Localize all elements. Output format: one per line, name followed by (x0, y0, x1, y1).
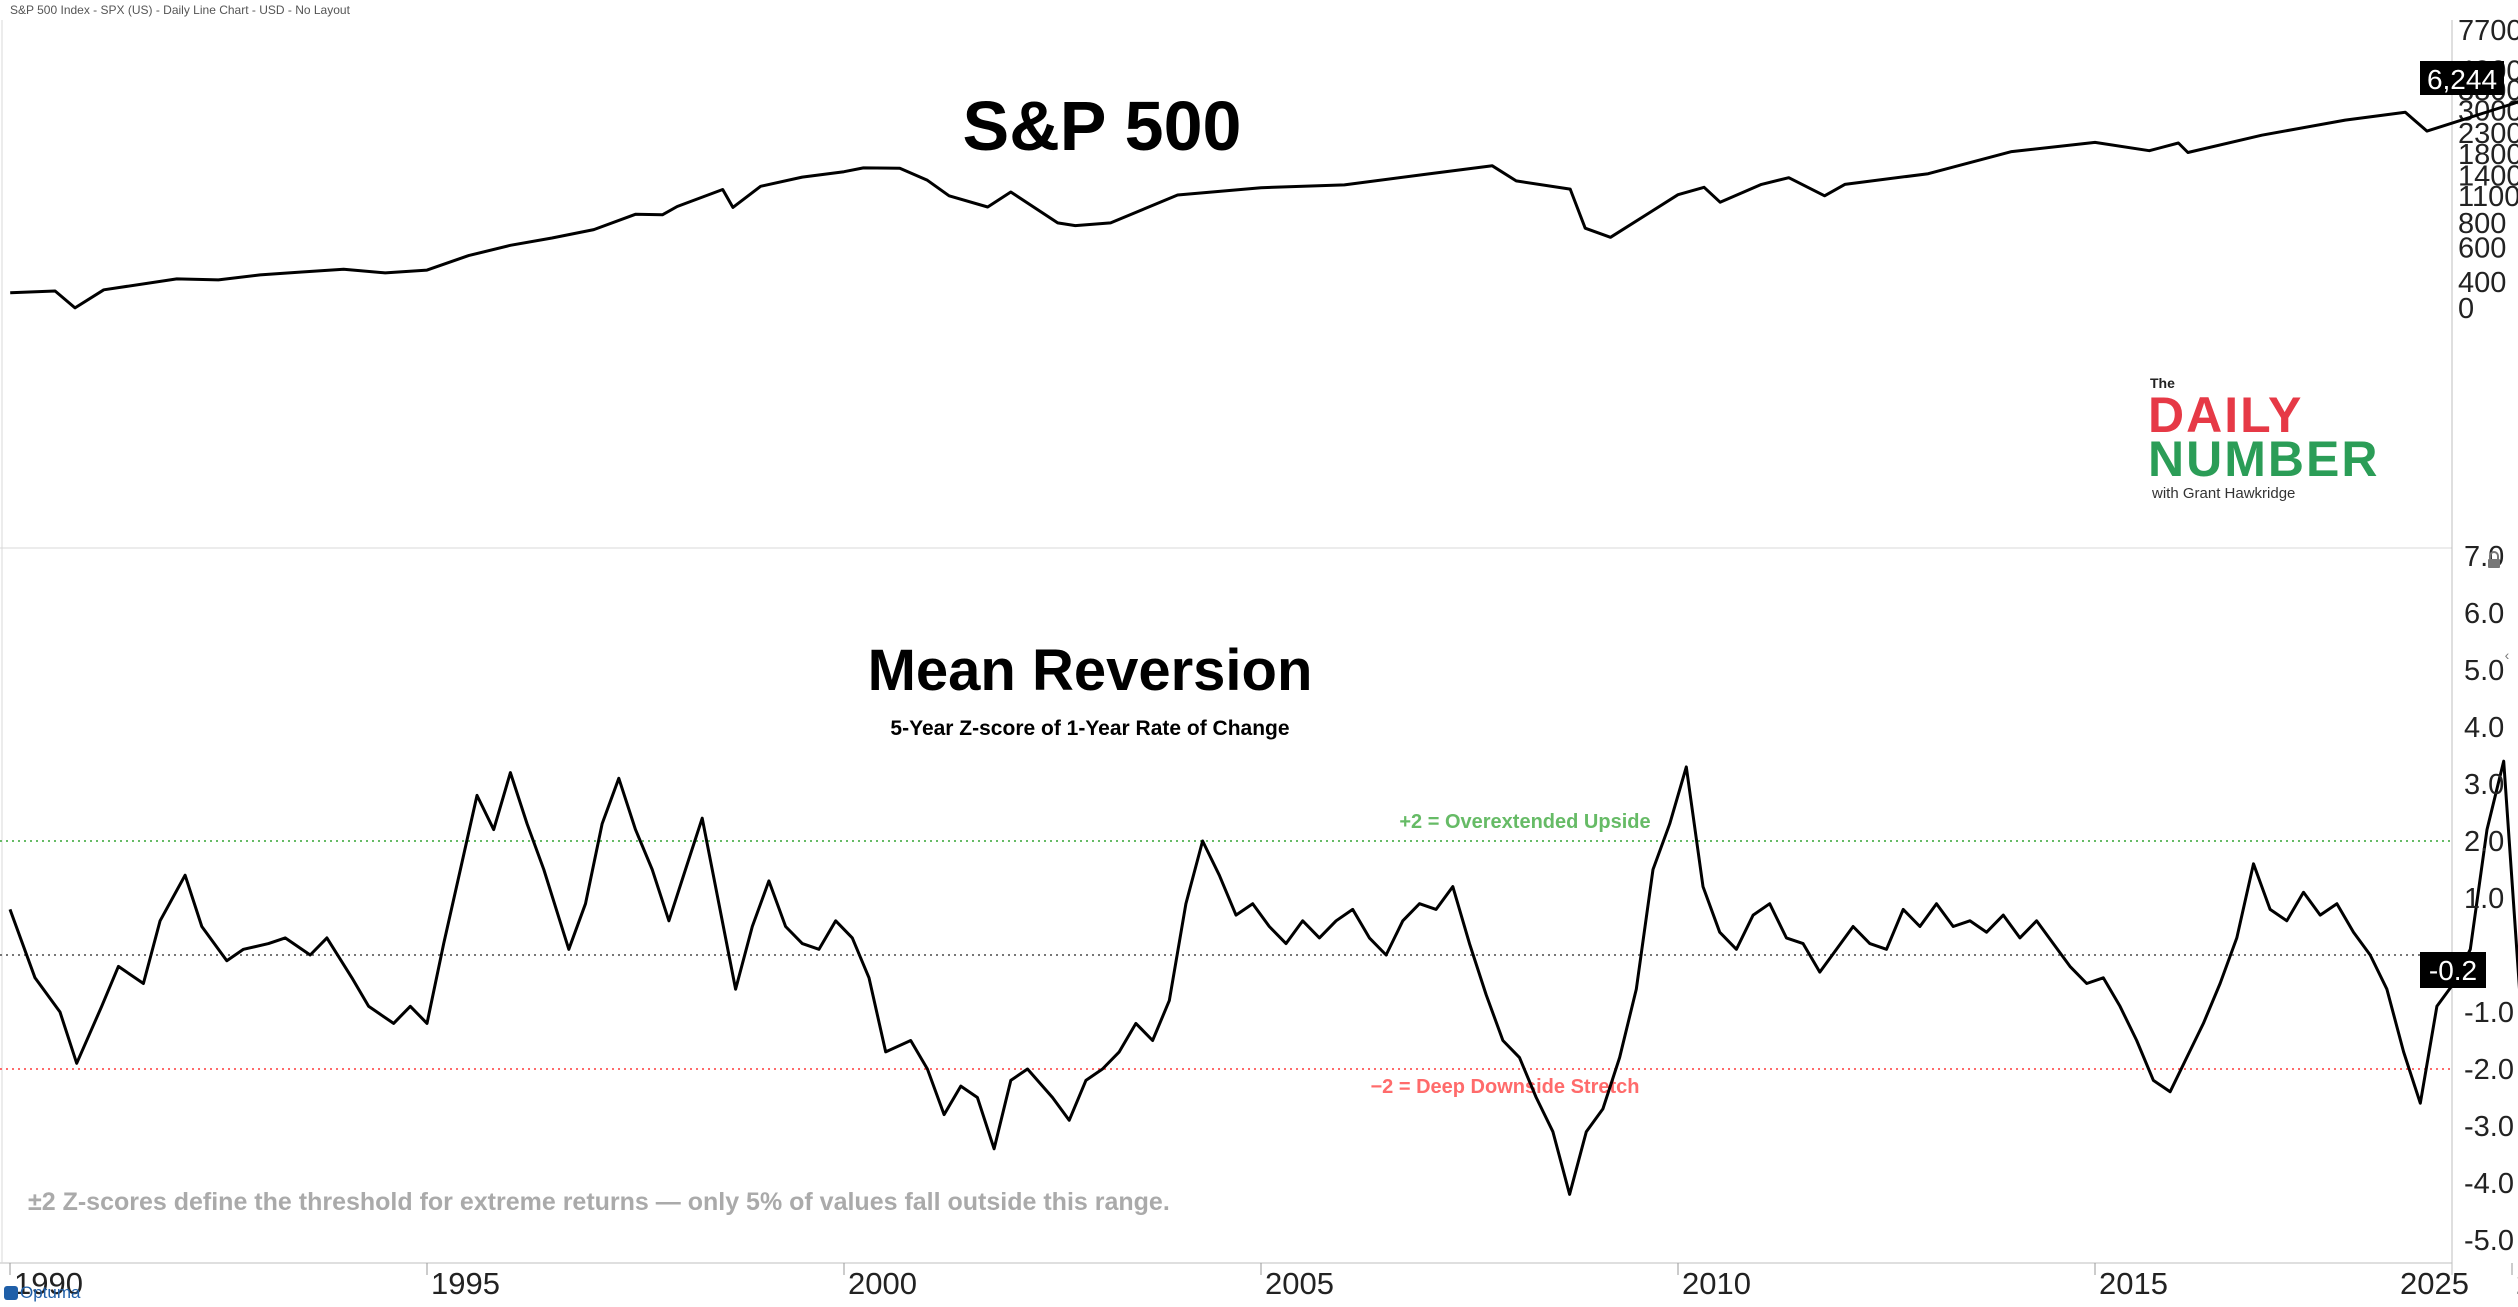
sp500-y-tick-label: 600 (2458, 232, 2506, 264)
zscore-y-tick-label: 5.0 (2464, 655, 2504, 687)
zscore-y-tick-label: -3.0 (2464, 1111, 2514, 1143)
chart-header-note: S&P 500 Index - SPX (US) - Daily Line Ch… (10, 3, 350, 17)
sp500-panel-title: S&P 500 (963, 87, 1242, 165)
x-tick-label: 2010 (1682, 1266, 1751, 1301)
lower-threshold-label: −2 = Deep Downside Stretch (1371, 1076, 1640, 1098)
sp500-y-tick-label: 400 (2458, 267, 2506, 299)
logo-word-daily: DAILY (2148, 387, 2304, 443)
sp500-y-tick-label: 1100 (2458, 181, 2518, 213)
sp500-y-tick-label: 2300 (2458, 118, 2518, 150)
zscore-y-tick-label: -5.0 (2464, 1225, 2514, 1257)
sp500-y-tick-label: 7700 (2458, 15, 2518, 47)
x-tick-label: 2025 (2400, 1266, 2469, 1301)
x-axis: 1990 1995 2000 2005 2010 2015 2020 2025 (9, 1263, 2518, 1301)
logo-byline: with Grant Hawkridge (2152, 485, 2296, 502)
logo-the: The (2150, 375, 2175, 391)
zscore-y-tick-label: 6.0 (2464, 598, 2504, 630)
zscore-y-tick-label: 4.0 (2464, 712, 2504, 744)
zscore-y-tick-label: -4.0 (2464, 1168, 2514, 1200)
sp500-y-tick-label: 1800 (2458, 139, 2518, 171)
threshold-annotation: ±2 Z-scores define the threshold for ext… (28, 1188, 1170, 1216)
zscore-y-tick-label: 2.0 (2464, 826, 2504, 858)
upper-threshold-label: +2 = Overextended Upside (1399, 811, 1650, 833)
sp500-last-value-text: 6,244 (2427, 64, 2497, 95)
zscore-y-axis: 7.06.05.04.03.02.01.0-1.0-2.0-3.0-4.0-5.… (2464, 541, 2514, 1257)
lock-icon[interactable] (2485, 551, 2503, 569)
zscore-y-tick-label: -1.0 (2464, 997, 2514, 1029)
x-tick-label: 2005 (1265, 1266, 1334, 1301)
sp500-last-value-badge: 6,244 (2420, 61, 2504, 95)
zscore-y-tick-label: -2.0 (2464, 1054, 2514, 1086)
sp500-y-tick-label: 1400 (2458, 160, 2518, 192)
x-tick-label: 2015 (2099, 1266, 2168, 1301)
optuma-label: Optuma (20, 1283, 81, 1302)
zscore-last-value-text: -0.2 (2429, 955, 2477, 986)
mean-reversion-title: Mean Reversion (868, 638, 1313, 703)
mean-reversion-subtitle: 5-Year Z-score of 1-Year Rate of Change (890, 717, 1289, 740)
zscore-y-tick-label: 3.0 (2464, 769, 2504, 801)
sp500-series-line (10, 100, 2518, 310)
zscore-last-value-badge: -0.2 (2420, 952, 2486, 988)
zscore-series-line (8, 759, 2518, 1196)
x-tick-label: 1995 (431, 1266, 500, 1301)
daily-number-logo: The DAILY NUMBER with Grant Hawkridge (2148, 375, 2398, 505)
logo-word-number: NUMBER (2148, 431, 2380, 487)
chevron-left-icon[interactable]: ‹ (2504, 647, 2510, 663)
zscore-y-tick-label: 1.0 (2464, 883, 2504, 915)
optuma-footer-logo: Optuma (4, 1283, 80, 1303)
x-tick-label: 2000 (848, 1266, 917, 1301)
x-tick-label: 1990 (14, 1266, 83, 1301)
x-tick-label: 2020 (2516, 1266, 2518, 1301)
optuma-icon (4, 1286, 18, 1300)
sp500-y-tick-label: 800 (2458, 208, 2506, 240)
sp500-y-tick-label: 0 (2458, 293, 2474, 325)
sp500-y-axis: 7700480038003000230018001400110080060040… (2458, 15, 2518, 325)
